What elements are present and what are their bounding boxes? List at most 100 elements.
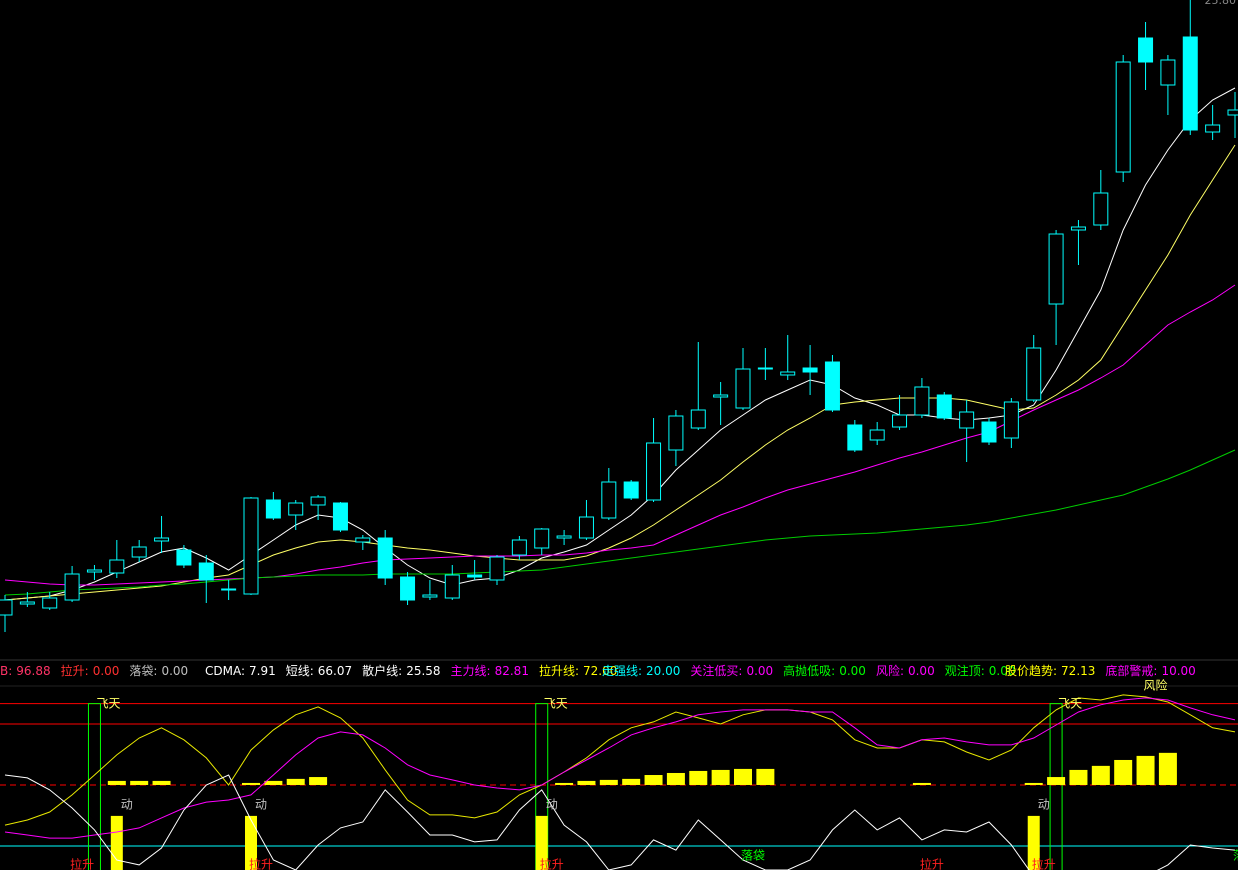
legend-name: B: [0,664,13,678]
legend-entry: 底部警戒: 10.00 [1105,662,1195,680]
legend-value: 0.00 [746,664,774,678]
candle-body [64,573,80,601]
signal-marker [87,703,101,870]
candle-body [1138,37,1154,63]
legend-entry: 落袋: 0.00 [129,662,188,680]
candle-body [824,361,840,411]
legend-entry: 走强线: 20.00 [602,662,680,680]
legend-name: 拉升: [60,664,89,678]
legend-group: B: 96.88 拉升: 0.00 落袋: 0.00 [0,662,188,680]
annotation: 动 [546,798,558,812]
candle-body [377,537,393,579]
candle-body [221,588,237,591]
legend-entry: 股价趋势: 72.13 [1005,662,1095,680]
bar [1024,782,1043,785]
legend-entry: 风险: 0.00 [876,662,935,680]
signal-marker [1049,703,1063,870]
legend-name: 散户线: [362,664,403,678]
legend-value: 10.00 [1161,664,1196,678]
signal-bar [1027,815,1040,870]
candle-body [444,574,460,599]
candle-body [467,574,483,578]
candle-body [668,415,684,451]
annotation: 动 [121,798,133,812]
moving-average-line [4,284,1236,586]
bar [1114,759,1133,785]
bar [1069,769,1088,785]
annotation: 拉升 [70,857,94,870]
candle-body [176,549,192,566]
legend-entry: 观注顶: 0.00 [945,662,1016,680]
bar [309,777,328,785]
candle-body [131,546,147,558]
legend-entry: 关注低买: 0.00 [690,662,773,680]
legend-name: 底部警戒: [1105,664,1158,678]
candle-body [578,516,594,539]
candle-body [19,601,35,605]
candle-body [265,499,281,519]
bar [689,770,708,785]
legend-name: 风险: [875,664,904,678]
legend-name: 拉升线: [538,664,579,678]
candle-body [981,421,997,443]
candle-body [422,594,438,598]
moving-average-line [4,87,1236,601]
annotation: 动 [1038,798,1050,812]
legend-value: 82.81 [494,664,529,678]
candle-body [1160,59,1176,86]
legend-entry: CDMA: 7.91 [205,662,276,680]
legend-value: 20.00 [646,664,681,678]
signal-bar [245,815,257,870]
candle-body [892,414,908,428]
candle-body [1182,36,1198,131]
bar [622,778,641,785]
candle-body [489,556,505,581]
candle-body [86,569,102,573]
candle-body [109,559,125,574]
legend-value: 25.58 [406,664,441,678]
candle-body [154,537,170,542]
legend-entry: 拉升: 0.00 [61,662,120,680]
candle-body [1115,61,1131,173]
bar [666,772,685,785]
candle-body [713,394,729,398]
candle-body [310,496,326,506]
legend-value: 7.91 [249,664,276,678]
candle-body [243,497,259,595]
signal-bar [110,815,123,870]
y-tick-label: 25.80 [1205,0,1237,7]
bar [555,782,574,785]
candle-body [1003,401,1019,439]
candle-body [400,576,416,601]
candle-body [690,409,706,429]
annotation: 落袋 [1233,849,1238,863]
legend-name: 短线: [285,664,314,678]
legend-name: 高抛低吸: [783,664,836,678]
bar [912,782,931,785]
candle-body [1026,347,1042,401]
legend-entry: 高抛低吸: 0.00 [783,662,866,680]
annotation: 落袋 [741,849,765,863]
candle-body [601,481,617,519]
candle-body [332,502,348,531]
annotation: 风险 [1144,678,1168,693]
candle-body [1048,233,1064,305]
legend-entry: 散户线: 25.58 [362,662,440,680]
signal-bar [535,815,548,870]
legend-name: 观注顶: [944,664,985,678]
bar [734,768,752,785]
candle-body [1205,124,1221,133]
candle-body [534,528,550,549]
candle-body [959,411,975,429]
legend-group: CDMA: 7.91 短线: 66.07 散户线: 25.58 主力线: 82.81 拉升线: 7… [205,662,617,680]
candle-body [847,424,863,451]
candle-body [735,368,751,409]
candle-body [780,371,796,376]
annotation: 飞天 [96,697,120,711]
bar [152,780,171,785]
legend-value: 0.00 [161,664,189,678]
legend-group: 走强线: 20.00 关注低买: 0.00 高抛低吸: 0.00 风险: 0.00 观注顶: 0.… [602,662,1015,680]
legend-value: 72.00 [583,664,618,678]
legend-name: 落袋: [129,664,158,678]
